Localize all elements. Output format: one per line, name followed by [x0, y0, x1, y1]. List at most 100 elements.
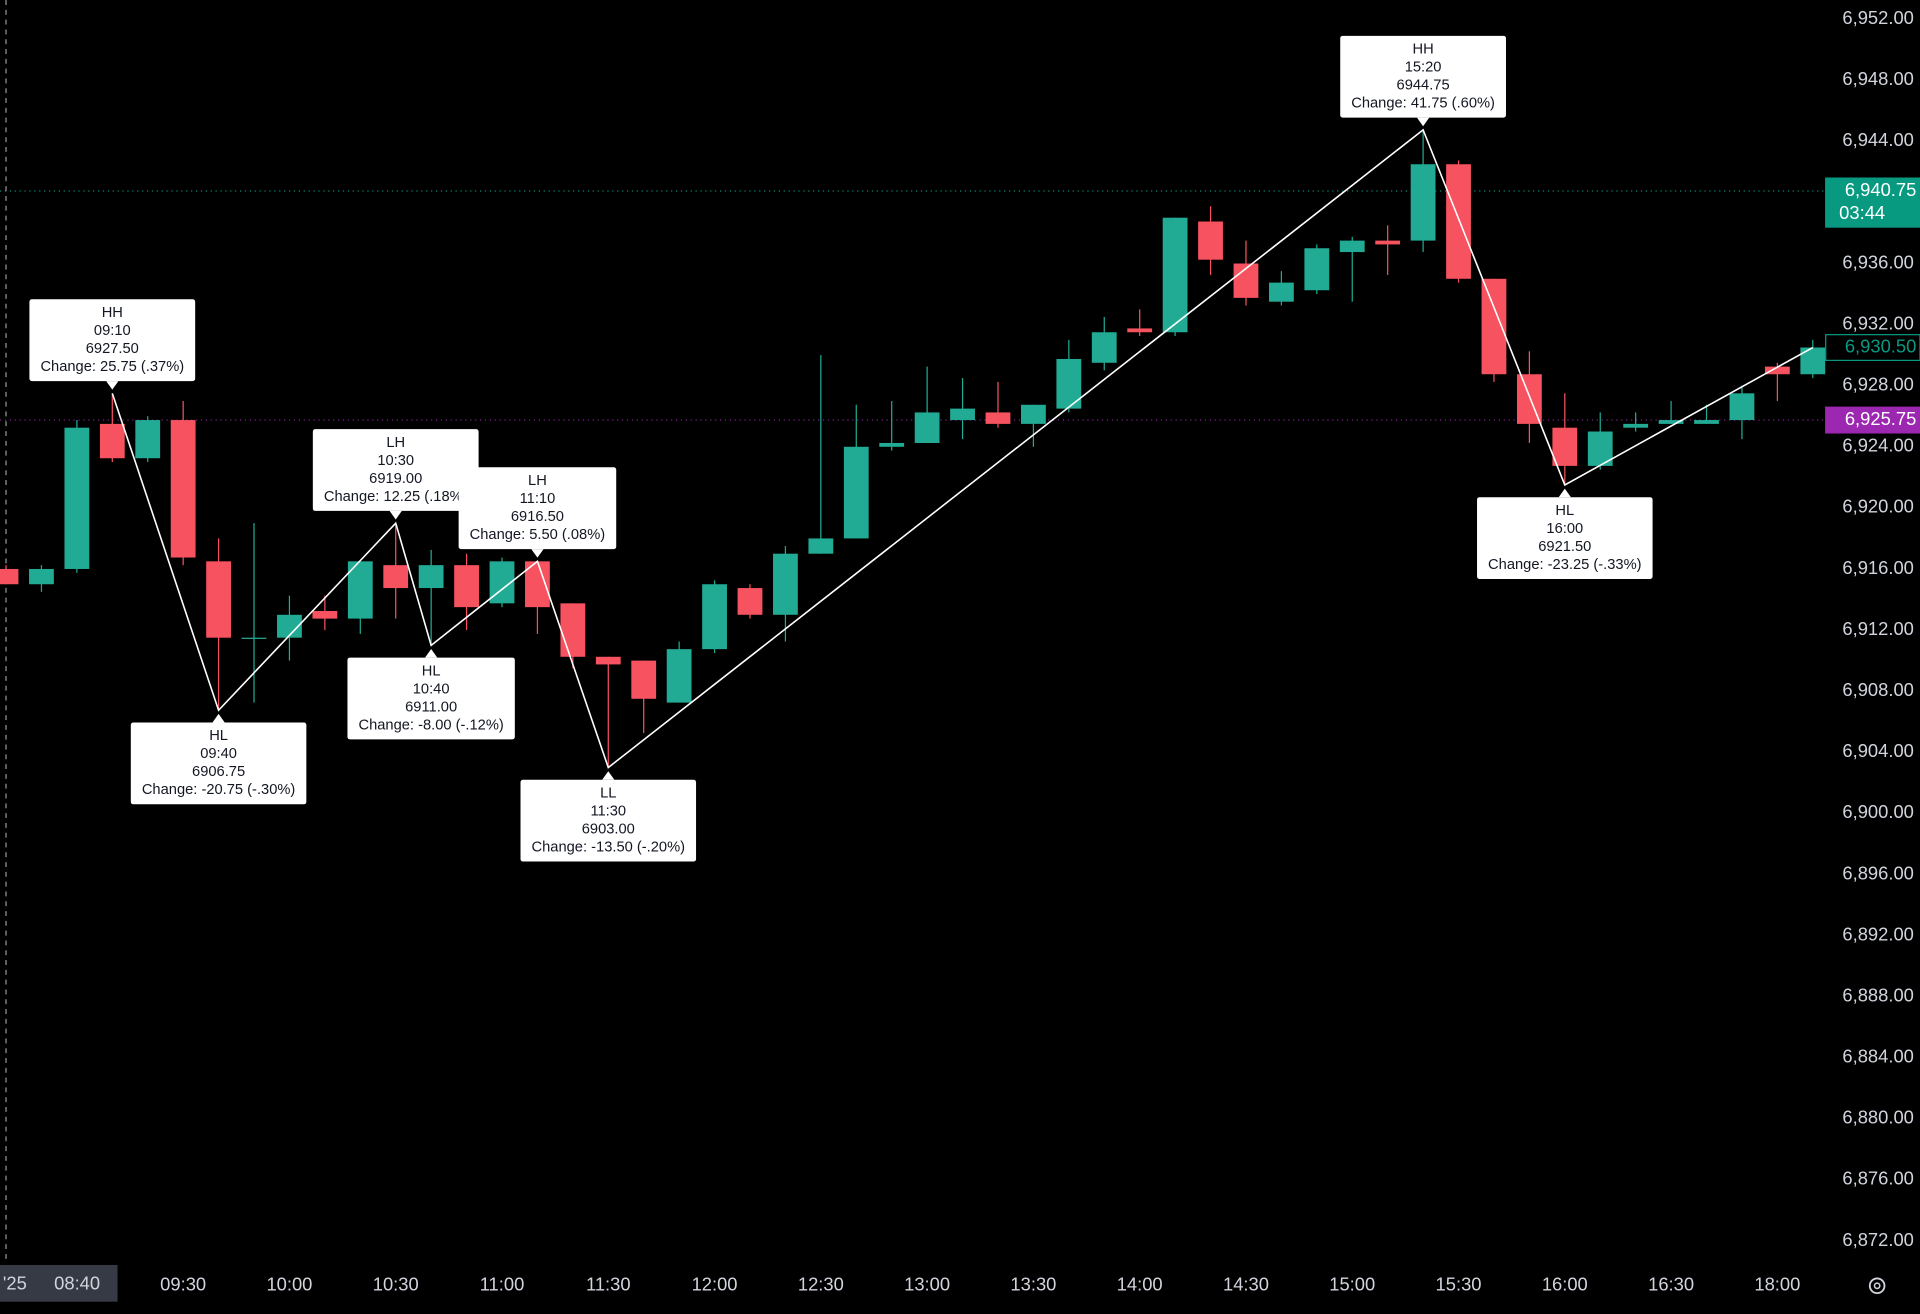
candle-body — [1198, 221, 1223, 260]
candle-body — [1375, 240, 1401, 245]
y-tick-label: 6,892.00 — [1842, 923, 1913, 944]
candle-body — [773, 553, 798, 615]
pivot-time: 10:30 — [377, 453, 414, 469]
pivot-label: LH 11:10 6916.50 Change: 5.50 (.08%) — [458, 467, 617, 558]
candle-body — [99, 423, 125, 459]
candle-body — [1339, 240, 1365, 253]
pivot-box — [29, 299, 196, 382]
pivot-label: HL 16:00 6921.50 Change: -23.25 (-.33%) — [1477, 488, 1653, 580]
pivot-label: LH 10:30 6919.00 Change: 12.25 (.18%) — [312, 429, 479, 520]
candle-body — [1552, 427, 1578, 466]
pivot-price-label: 6919.00 — [369, 471, 422, 487]
x-tick-label: 12:30 — [798, 1274, 844, 1295]
candle-body — [631, 660, 657, 699]
candle-body — [1764, 366, 1790, 375]
y-tick-label: 6,916.00 — [1842, 557, 1913, 578]
y-tick-label: 6,888.00 — [1842, 984, 1913, 1005]
cursor-time-box — [0, 1264, 118, 1302]
candle-body — [595, 656, 621, 665]
price-tag — [1825, 406, 1920, 434]
pivot-time: 09:10 — [94, 323, 131, 339]
candle-body — [0, 568, 19, 585]
pivot-box — [312, 429, 479, 511]
candle-body — [985, 412, 1011, 424]
y-tick-label: 6,952.00 — [1842, 7, 1913, 28]
pivot-box — [1477, 497, 1653, 580]
x-tick-label: 09:30 — [160, 1274, 206, 1295]
candle-body — [1623, 423, 1649, 428]
candle-body — [277, 614, 302, 638]
candle-body — [241, 637, 267, 639]
gear-ring — [1868, 1277, 1886, 1295]
pivot-price-label: 6903.00 — [582, 822, 635, 838]
price-tag-label: 6,930.50 — [1845, 335, 1916, 356]
x-tick-label: 10:00 — [266, 1274, 312, 1295]
candle-body — [29, 568, 54, 585]
settings-icon[interactable] — [1868, 1277, 1886, 1295]
pivot-box — [520, 779, 697, 862]
y-tick-label: 6,904.00 — [1842, 740, 1913, 761]
y-tick-label: 6,880.00 — [1842, 1107, 1913, 1128]
pivot-price-label: 6921.50 — [1538, 539, 1591, 555]
pivot-type: LL — [600, 786, 616, 802]
x-tick-label: 13:00 — [904, 1274, 950, 1295]
zigzag-line — [111, 128, 1814, 769]
candle-body — [560, 603, 586, 657]
candle-body — [1410, 164, 1436, 241]
candle-body — [64, 427, 90, 569]
candle-body — [312, 610, 338, 619]
candle-body — [737, 588, 763, 615]
candle-body — [1021, 404, 1046, 424]
pivot-label: HL 09:40 6906.75 Change: -20.75 (-.30%) — [130, 713, 307, 805]
candle-body — [808, 538, 834, 554]
price-tag-label: 6,940.75 — [1845, 179, 1916, 200]
pivot-label: HH 09:10 6927.50 Change: 25.75 (.37%) — [29, 299, 196, 390]
candle-body — [914, 412, 940, 443]
candle-body — [1162, 217, 1188, 333]
y-tick-label: 6,932.00 — [1842, 312, 1913, 333]
pivot-pointer — [1416, 117, 1430, 127]
pivot-change: Change: 25.75 (.37%) — [40, 359, 184, 375]
price-tag — [1825, 334, 1920, 361]
price-tag-label: 6,925.75 — [1845, 408, 1916, 429]
pivot-time: 15:20 — [1405, 60, 1442, 76]
x-tick-label: 18:00 — [1754, 1274, 1800, 1295]
pivot-pointer — [212, 713, 225, 723]
pivot-pointer — [425, 649, 438, 658]
pivot-price-label: 6944.75 — [1397, 78, 1450, 94]
candle-body — [950, 408, 975, 421]
pivot-price-label: 6906.75 — [192, 764, 245, 780]
pivot-label: HL 10:40 6911.00 Change: -8.00 (-.12%) — [347, 649, 515, 740]
candle-body — [702, 584, 727, 650]
pivot-change: Change: 5.50 (.08%) — [470, 527, 606, 543]
x-tick-label: 11:30 — [586, 1274, 631, 1295]
candle-body — [418, 565, 444, 589]
pivot-label: LL 11:30 6903.00 Change: -13.50 (-.20%) — [520, 771, 697, 862]
pivot-price-label: 6927.50 — [86, 341, 139, 357]
pivot-box — [347, 657, 515, 740]
candle-body — [1091, 332, 1117, 363]
pivot-box — [458, 467, 617, 550]
pivot-type: HH — [1412, 42, 1433, 58]
candle-body — [1694, 420, 1719, 424]
pivot-price-label: 6916.50 — [511, 509, 564, 525]
y-tick-label: 6,948.00 — [1842, 68, 1913, 89]
candle-body — [1481, 278, 1507, 375]
y-tick-label: 6,884.00 — [1842, 1046, 1913, 1067]
candle-body — [1658, 420, 1684, 424]
x-tick-label: 15:00 — [1329, 1274, 1375, 1295]
y-tick-label: 6,912.00 — [1842, 618, 1913, 639]
pivot-change: Change: -13.50 (-.20%) — [532, 840, 685, 856]
pivot-change: Change: -20.75 (-.30%) — [142, 782, 296, 798]
pivot-change: Change: -8.00 (-.12%) — [358, 717, 503, 733]
pivot-time: 11:30 — [590, 804, 626, 820]
pivot-box — [1340, 35, 1506, 118]
pivot-type: LH — [386, 435, 405, 451]
pivot-box — [130, 722, 307, 805]
candle-body — [879, 442, 905, 447]
pivot-label: HH 15:20 6944.75 Change: 41.75 (.60%) — [1340, 35, 1506, 127]
price-tag — [1825, 177, 1920, 228]
pivot-pointer — [602, 771, 615, 780]
